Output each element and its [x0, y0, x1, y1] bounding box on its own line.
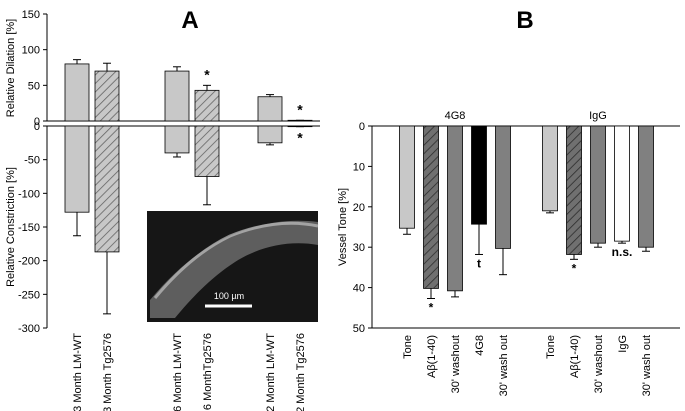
inset-image: 100 µm — [147, 211, 319, 322]
bar — [590, 125, 606, 244]
bar — [447, 125, 463, 292]
x-tick-label: 3 Month LM-WT — [72, 333, 84, 411]
y-tick-label: 40 — [353, 283, 365, 295]
x-tick-label: 30' washout — [450, 335, 462, 393]
y-tick-label: 0 — [359, 121, 365, 133]
x-tick-label: Tone — [545, 335, 557, 359]
y2-axis-label: Relative Constriction [%] — [5, 167, 17, 287]
panel-title: A — [181, 7, 198, 34]
bar — [542, 125, 558, 212]
y-tick-label: 10 — [353, 161, 365, 173]
group-label: IgG — [589, 110, 607, 122]
y-tick-label: 30 — [353, 242, 365, 254]
bar — [164, 70, 190, 122]
y-tick-label: 50 — [28, 80, 40, 92]
bar — [495, 125, 511, 249]
annotation: t — [477, 256, 481, 270]
y2-tick-label: 0 — [34, 121, 40, 133]
bar — [638, 125, 654, 248]
group-label: 4G8 — [445, 110, 466, 122]
x-tick-label: 12 Month LM-WT — [265, 333, 277, 411]
y2-tick-label: -300 — [18, 323, 40, 335]
bar — [471, 125, 487, 225]
y2-tick-label: -250 — [18, 289, 40, 301]
y2-tick-label: -150 — [18, 222, 40, 234]
x-tick-label: Aβ(1-40) — [426, 335, 438, 378]
y-tick-label: 50 — [353, 323, 365, 335]
bar — [164, 125, 190, 154]
bar-hatch — [566, 126, 582, 255]
annotation: * — [429, 301, 434, 315]
x-tick-label: 30' wash out — [641, 335, 653, 396]
annotation: * — [297, 130, 303, 146]
bar-hatch — [95, 126, 119, 252]
bar — [614, 125, 630, 242]
bar — [64, 125, 90, 213]
y-tick-label: 20 — [353, 202, 365, 214]
bar — [257, 125, 283, 144]
annotation: * — [204, 66, 210, 82]
y-axis-label: Relative Dilation [%] — [5, 19, 17, 117]
x-tick-label: 6 Month LM-WT — [172, 333, 184, 411]
panel-title: B — [516, 7, 533, 34]
bar — [257, 96, 283, 122]
x-tick-label: 30' wash out — [498, 335, 510, 396]
bar — [399, 125, 415, 229]
x-tick-label: 4G8 — [474, 335, 486, 356]
annotation: * — [572, 261, 577, 275]
y-axis-label: Vessel Tone [%] — [337, 188, 349, 266]
bar-hatch — [95, 71, 119, 121]
bar — [64, 63, 90, 122]
y-tick-label: 150 — [22, 9, 40, 21]
y2-tick-label: -50 — [24, 155, 40, 167]
annotation: * — [297, 101, 303, 117]
bar-hatch — [195, 90, 219, 121]
x-tick-label: Aβ(1-40) — [569, 335, 581, 378]
scale-bar-label: 100 µm — [214, 291, 244, 301]
y-tick-label: 100 — [22, 45, 40, 57]
x-tick-label: 12 Month Tg2576 — [295, 333, 307, 411]
bar-hatch — [195, 126, 219, 177]
x-tick-label: 30' washout — [593, 335, 605, 393]
annotation: n.s. — [612, 245, 633, 259]
x-tick-label: IgG — [617, 335, 629, 353]
y-tick-label: 0 — [34, 116, 40, 128]
x-tick-label: 6 MonthTg2576 — [202, 333, 214, 410]
x-tick-label: Tone — [402, 335, 414, 359]
bar-hatch — [423, 126, 439, 289]
y2-tick-label: -100 — [18, 188, 40, 200]
y2-tick-label: -200 — [18, 256, 40, 268]
x-tick-label: 3 Month Tg2576 — [102, 333, 114, 411]
